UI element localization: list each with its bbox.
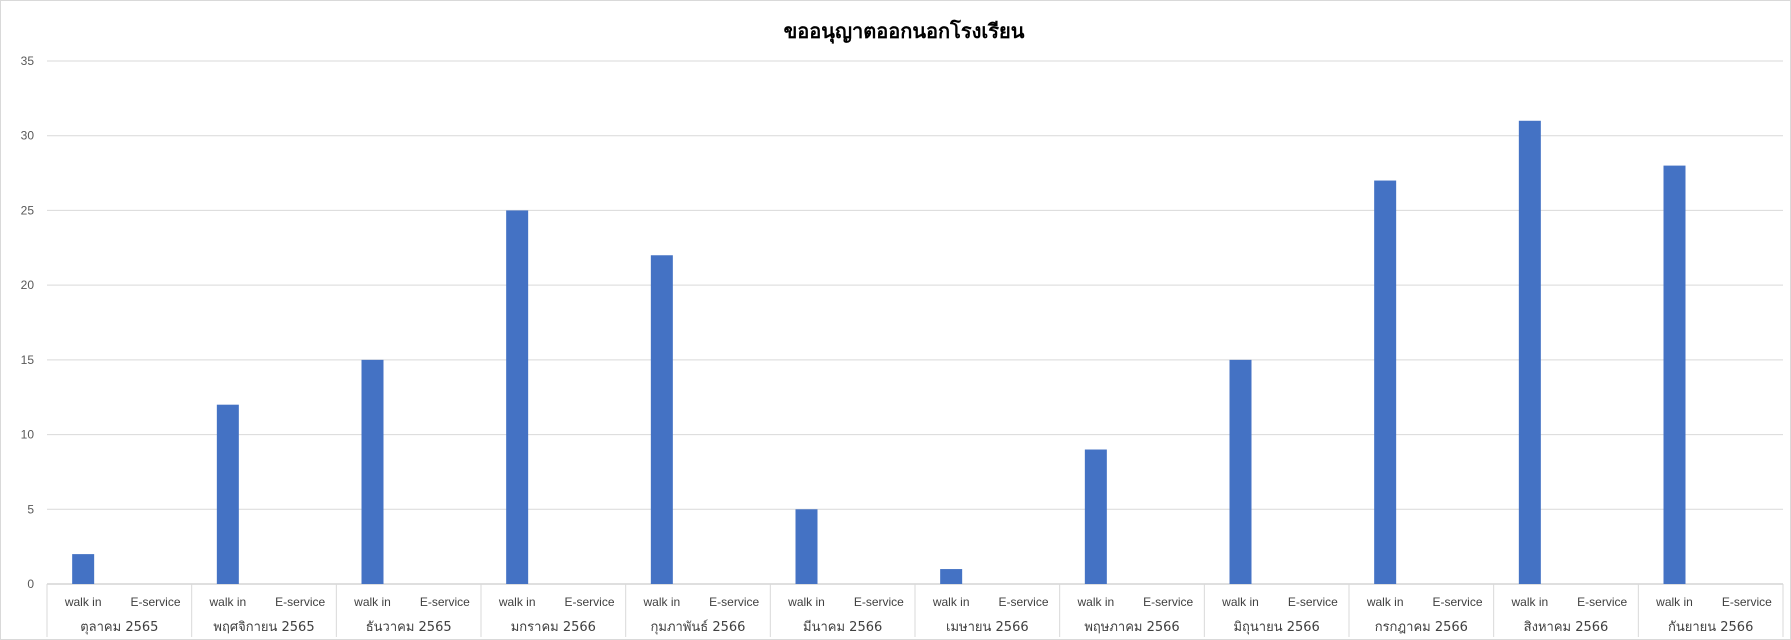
x-subcategory-label: walk in — [932, 595, 970, 609]
y-tick-label: 10 — [21, 428, 35, 442]
bar — [1518, 120, 1541, 585]
bar — [650, 255, 673, 584]
x-subcategory-label: walk in — [64, 595, 102, 609]
x-subcategory-label: E-service — [854, 595, 904, 609]
x-subcategory-label: E-service — [420, 595, 470, 609]
x-subcategory-label: walk in — [1366, 595, 1404, 609]
bar — [1663, 165, 1686, 584]
x-subcategory-label: E-service — [1722, 595, 1772, 609]
y-tick-label: 0 — [27, 577, 34, 591]
y-tick-label: 15 — [21, 353, 35, 367]
bar — [940, 569, 963, 584]
x-month-label: กรกฎาคม 2566 — [1375, 620, 1468, 635]
x-subcategory-label: E-service — [564, 595, 614, 609]
x-month-label: มีนาคม 2566 — [803, 619, 882, 635]
x-subcategory-label: walk in — [1076, 595, 1114, 609]
bar — [1374, 180, 1397, 585]
bar — [1084, 449, 1107, 584]
y-tick-label: 20 — [21, 278, 35, 292]
x-subcategory-label: E-service — [998, 595, 1048, 609]
x-month-label: มิถุนายน 2566 — [1233, 620, 1319, 635]
chart-title: ขออนุญาตออกนอกโรงเรียน — [784, 19, 1025, 44]
bar — [72, 554, 95, 584]
x-subcategory-label: walk in — [1655, 595, 1693, 609]
x-subcategory-label: E-service — [1577, 595, 1627, 609]
x-subcategory-label: walk in — [642, 595, 680, 609]
bar — [795, 509, 818, 584]
x-month-label: สิงหาคม 2566 — [1524, 620, 1609, 635]
x-subcategory-label: E-service — [1143, 595, 1193, 609]
bar — [216, 404, 239, 584]
x-subcategory-label: walk in — [498, 595, 536, 609]
x-subcategory-label: walk in — [353, 595, 391, 609]
x-subcategory-label: E-service — [709, 595, 759, 609]
y-tick-label: 25 — [21, 203, 35, 217]
x-subcategory-label: E-service — [1432, 595, 1482, 609]
y-tick-label: 35 — [21, 54, 35, 68]
x-subcategory-label: walk in — [1221, 595, 1259, 609]
x-month-label: พฤษภาคม 2566 — [1084, 620, 1179, 635]
bar — [1229, 359, 1252, 584]
x-month-label: ตุลาคม 2565 — [80, 620, 158, 635]
x-subcategory-label: walk in — [1510, 595, 1548, 609]
x-subcategory-label: E-service — [1288, 595, 1338, 609]
x-month-label: ธันวาคม 2565 — [366, 620, 452, 635]
x-month-label: มกราคม 2566 — [511, 620, 596, 635]
y-tick-label: 30 — [21, 129, 35, 143]
x-month-label: กันยายน 2566 — [1668, 620, 1753, 635]
x-month-label: พฤศจิกายน 2565 — [213, 620, 314, 635]
x-subcategory-label: walk in — [787, 595, 825, 609]
bar — [506, 210, 529, 584]
bar — [361, 359, 384, 584]
x-subcategory-label: walk in — [208, 595, 246, 609]
x-month-label: กุมภาพันธ์ 2566 — [651, 619, 746, 635]
x-subcategory-label: E-service — [130, 595, 180, 609]
y-tick-label: 5 — [27, 502, 34, 516]
x-month-label: เมษายน 2566 — [946, 620, 1029, 635]
x-subcategory-label: E-service — [275, 595, 325, 609]
